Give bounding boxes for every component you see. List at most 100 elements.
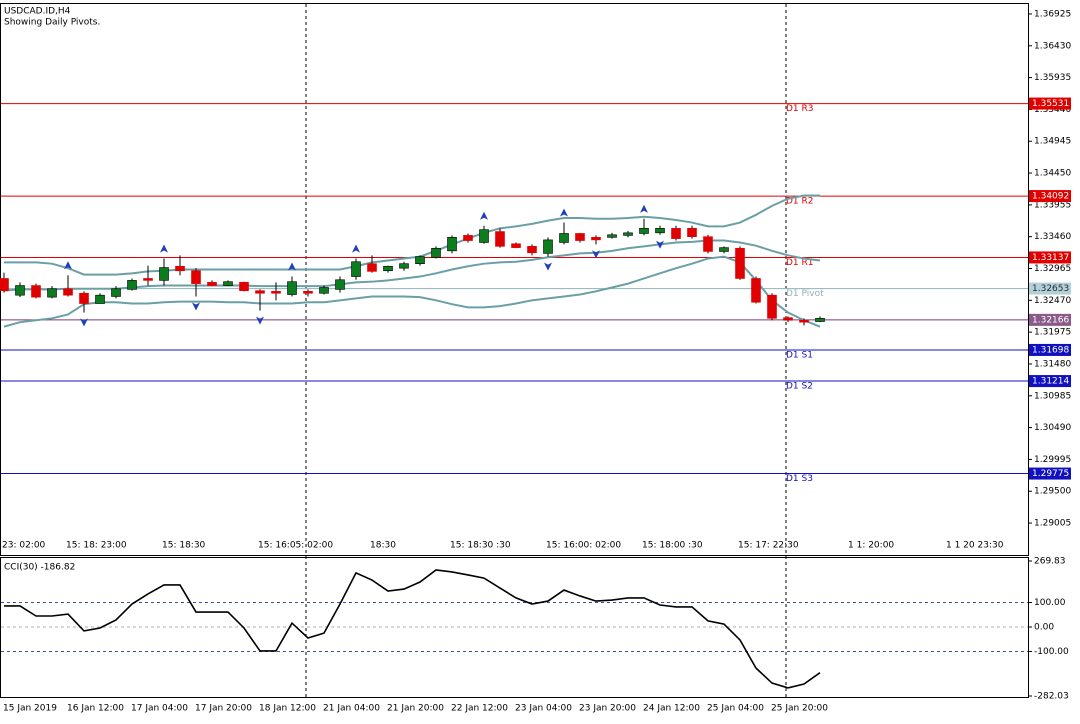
candle-body	[591, 237, 601, 241]
y-tick-label: 1.30490	[1034, 423, 1071, 433]
candle-body	[271, 291, 281, 294]
candle-body	[287, 281, 297, 295]
candle-body	[783, 317, 793, 321]
price-box-label: 1.35531	[1032, 99, 1069, 109]
candle-body	[495, 231, 505, 247]
fractal-down	[192, 302, 200, 311]
candle-body	[751, 278, 761, 303]
fractal-down	[256, 316, 264, 325]
fractal-up	[288, 262, 296, 271]
y-tick-label: 1.33955	[1034, 200, 1071, 210]
x-tick-label: 23 Jan 04:00	[515, 704, 572, 714]
band-line	[4, 194, 820, 276]
y-tick-label: 100.00	[1034, 598, 1066, 608]
x-tick-label: 16 Jan 12:00	[67, 704, 124, 714]
pivot-label: D1 S3	[786, 474, 813, 484]
y-tick-label: 1.34450	[1034, 169, 1071, 179]
y-tick-label: 1.32965	[1034, 264, 1071, 274]
candle-body	[415, 256, 425, 264]
candle-body	[767, 294, 777, 319]
candle-body	[191, 270, 201, 284]
y-tick-label: 1.36430	[1034, 41, 1071, 51]
x-tick-label: 25 Jan 20:00	[771, 704, 828, 714]
fractal-down	[592, 250, 600, 259]
candle-body	[735, 247, 745, 279]
candle-body	[223, 281, 233, 286]
candle-body	[159, 267, 169, 281]
candle-body	[383, 265, 393, 272]
x-tick-label: 24 Jan 12:00	[643, 704, 700, 714]
x-tick-label: 17 Jan 20:00	[195, 704, 252, 714]
fractal-up	[640, 204, 648, 213]
y-tick-label: 1.36925	[1034, 9, 1071, 19]
candle-body	[687, 228, 697, 237]
band-line	[3, 255, 821, 328]
indicator-title: CCI(30) -186.82	[4, 563, 75, 573]
chart-subtitle: Showing Daily Pivots.	[4, 18, 100, 28]
candle-body	[143, 278, 153, 281]
main-pane-frame	[0, 3, 1029, 556]
y-tick-label: 1.33460	[1034, 232, 1071, 242]
candle-body	[367, 263, 377, 272]
candle-body	[15, 285, 25, 296]
fractal-up	[480, 211, 488, 220]
fractal-down	[544, 262, 552, 271]
candle-body	[479, 229, 489, 243]
fractal-down	[656, 240, 664, 249]
price-box	[1029, 467, 1071, 480]
candle-body	[335, 279, 345, 290]
x-tick-label: 21 Jan 20:00	[387, 704, 444, 714]
candle-body	[527, 246, 537, 254]
price-box-label: 1.32653	[1032, 284, 1069, 294]
y-tick-label: 0.00	[1034, 623, 1054, 633]
price-box-label: 1.31214	[1032, 377, 1069, 387]
time-tag: 15: 17: 22:30	[738, 541, 799, 551]
cci-pane-frame	[0, 557, 1029, 698]
candle-body	[31, 285, 41, 298]
candle-body	[719, 247, 729, 252]
fractal-up	[560, 208, 568, 217]
price-box	[1029, 190, 1071, 203]
price-box-label: 1.33137	[1032, 253, 1069, 263]
price-box	[1029, 313, 1071, 326]
fractal-up	[160, 244, 168, 253]
time-tag: 23: 02:00	[2, 541, 46, 551]
pivot-label: D1 R1	[786, 258, 814, 268]
candle-body	[127, 280, 137, 290]
price-box	[1029, 375, 1071, 388]
price-box	[1029, 282, 1071, 295]
time-tag: 15: 18:30 :30	[450, 541, 511, 551]
time-tag: 1 1: 20:00	[848, 541, 894, 551]
price-box-label: 1.29775	[1032, 469, 1069, 479]
y-tick-label: -100.00	[1034, 647, 1069, 657]
x-tick-label: 18 Jan 12:00	[259, 704, 316, 714]
candle-body	[303, 291, 313, 294]
time-tag: 1 1 20 23:30	[946, 541, 1004, 551]
price-box	[1029, 97, 1071, 110]
pivot-label: D1 S1	[786, 350, 813, 360]
pivot-label: D1 R3	[786, 104, 814, 114]
candle-body	[543, 239, 553, 254]
x-tick-label: 23 Jan 20:00	[579, 704, 636, 714]
y-tick-label: 1.31480	[1034, 359, 1071, 369]
x-tick-label: 17 Jan 04:00	[131, 704, 188, 714]
candle-body	[463, 235, 473, 241]
band-line	[3, 239, 821, 292]
cci-line	[4, 569, 821, 689]
candle-body	[111, 288, 121, 297]
candle-body	[207, 282, 217, 286]
candle-body	[639, 228, 649, 234]
time-tag: 15: 16:05: 02:00	[258, 541, 333, 551]
candle-body	[623, 232, 633, 236]
y-tick-label: 1.31975	[1034, 328, 1071, 338]
candle-body	[703, 236, 713, 252]
fractal-up	[64, 261, 72, 270]
price-box	[1029, 343, 1071, 356]
price-box	[1029, 251, 1071, 264]
candle-body	[559, 233, 569, 243]
candle-body	[63, 288, 73, 296]
candle-body	[79, 292, 89, 304]
candle-body	[447, 237, 457, 252]
x-tick-label: 21 Jan 04:00	[323, 704, 380, 714]
y-tick-label: 1.29005	[1034, 519, 1071, 529]
